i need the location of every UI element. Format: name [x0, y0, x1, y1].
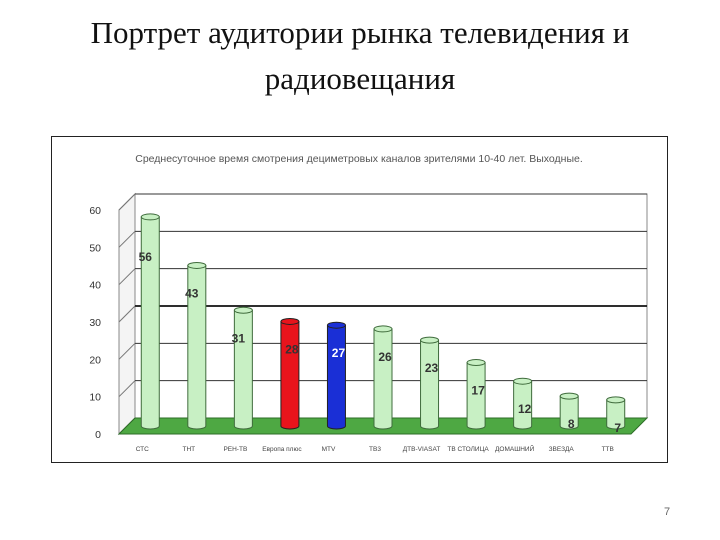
data-label: 28	[285, 342, 299, 356]
x-tick-label: ЗВЕЗДА	[549, 446, 575, 453]
x-tick-label: ТТВ	[602, 446, 614, 453]
bar-chart: Среднесуточное время смотрения дециметро…	[89, 153, 649, 453]
x-tick-label: ТВ3	[369, 446, 381, 453]
x-tick-label: ТНТ	[182, 446, 195, 453]
gridline-side	[118, 305, 136, 323]
gridline-side	[118, 230, 136, 248]
bar-top	[420, 336, 440, 344]
bar-top	[187, 261, 207, 269]
bar	[559, 395, 579, 430]
bar	[233, 309, 253, 430]
x-tick-label: ТВ СТОЛИЦА	[447, 446, 489, 453]
bar-top	[140, 213, 160, 221]
page-number: 7	[664, 506, 671, 518]
data-label: 7	[614, 421, 621, 435]
bar	[140, 216, 160, 430]
x-tick-label: MTV	[322, 446, 336, 453]
x-tick-label: Европа плюс	[262, 446, 302, 453]
data-label: 17	[471, 384, 485, 398]
data-label: 8	[568, 417, 575, 431]
bar	[187, 264, 207, 430]
data-label: 23	[425, 361, 439, 375]
bar	[466, 362, 486, 430]
y-tick-label: 0	[95, 429, 101, 441]
gridline-side	[118, 193, 136, 211]
bar-top	[326, 321, 346, 329]
bar	[373, 328, 393, 430]
bar-top	[513, 377, 533, 385]
bar-top	[466, 359, 486, 367]
y-tick-label: 60	[89, 205, 101, 217]
bar-top	[233, 306, 253, 314]
data-label: 31	[232, 331, 246, 345]
gridline-side	[118, 342, 136, 360]
data-label: 43	[185, 286, 199, 300]
bar-top	[373, 325, 393, 333]
data-label: 56	[139, 250, 153, 264]
y-tick-label: 50	[89, 242, 101, 254]
gridline-side	[118, 268, 136, 286]
data-label: 26	[378, 350, 392, 364]
data-label: 12	[518, 402, 532, 416]
bar-top	[280, 317, 300, 325]
bar	[420, 339, 440, 430]
bar	[280, 320, 300, 430]
slide-title: Портрет аудитории рынка телевидения и ра…	[0, 10, 720, 102]
y-tick-label: 40	[89, 280, 101, 292]
bar	[606, 399, 626, 430]
x-tick-label: ДОМАШНИЙ	[495, 444, 535, 453]
slide-title-line-2: радиовещания	[264, 61, 456, 96]
x-tick-label: СТС	[136, 446, 149, 453]
bar-top	[559, 392, 579, 400]
slide-title-line-1: Портрет аудитории рынка телевидения и	[90, 15, 630, 50]
bar	[326, 324, 346, 430]
bar	[513, 380, 533, 430]
plot-area: 0 10 20 30 40 50 60 56 СТС 43 ТНТ 31 РЕН-ТВ 28 Европа …	[89, 192, 649, 453]
x-tick-label: РЕН-ТВ	[223, 446, 247, 453]
data-label: 27	[332, 346, 346, 360]
y-tick-label: 30	[89, 317, 101, 329]
gridline-side	[118, 380, 136, 398]
y-tick-label: 20	[89, 354, 101, 366]
bar-top	[606, 396, 626, 404]
x-tick-label: ДТВ-VIASAT	[403, 446, 441, 453]
y-tick-label: 10	[89, 392, 101, 404]
chart-title: Среднесуточное время смотрения дециметро…	[135, 153, 583, 165]
